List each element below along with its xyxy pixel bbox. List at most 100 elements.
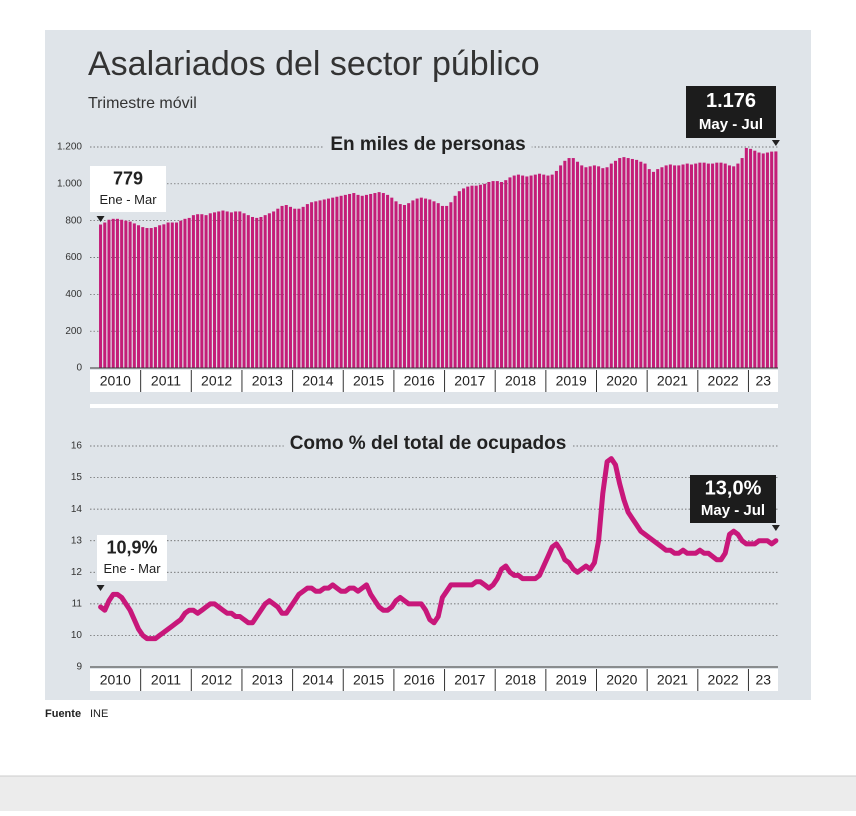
bar — [111, 218, 115, 368]
bar — [318, 200, 322, 368]
bar — [508, 177, 512, 368]
chart-subtitle: En miles de personas — [330, 134, 525, 155]
annotation-box — [690, 475, 776, 523]
x-tick-label: 2022 — [708, 672, 739, 688]
y-tick-label: 12 — [71, 567, 83, 578]
bar — [529, 175, 533, 368]
bottom-bar — [0, 776, 856, 811]
bar — [618, 158, 622, 368]
bar — [153, 227, 157, 368]
year-band — [191, 669, 242, 691]
x-tick-label: 2013 — [252, 373, 283, 389]
bar — [99, 224, 103, 368]
bar — [267, 213, 271, 368]
bar — [744, 147, 748, 368]
bar — [343, 194, 347, 368]
y-tick-label: 14 — [71, 504, 83, 515]
y-tick-label: 16 — [71, 441, 83, 452]
bar — [457, 191, 461, 368]
bar — [419, 197, 423, 368]
bar — [145, 228, 149, 368]
bar — [170, 222, 174, 368]
year-band — [495, 669, 546, 691]
bar — [546, 175, 550, 368]
bar — [297, 208, 301, 368]
annotation-box — [686, 86, 776, 138]
bar — [483, 183, 487, 368]
year-band — [191, 370, 242, 392]
bar — [432, 201, 436, 368]
bar — [390, 197, 394, 368]
bar — [466, 186, 470, 368]
x-tick-label: 2017 — [454, 672, 485, 688]
bar — [352, 193, 356, 368]
bar — [677, 165, 681, 368]
x-tick-label: 2020 — [606, 373, 637, 389]
data-line — [98, 456, 779, 642]
bar — [542, 174, 546, 368]
bar — [689, 164, 693, 368]
bar — [301, 206, 305, 368]
bar — [770, 151, 774, 368]
main-title: Asalariados del sector público — [88, 45, 540, 83]
bar — [753, 150, 757, 368]
bar — [196, 214, 200, 368]
bar — [685, 163, 689, 368]
bar — [533, 174, 537, 368]
x-tick-label: 2018 — [505, 373, 536, 389]
annotation-period: Ene - Mar — [99, 192, 157, 207]
x-tick-label: 2019 — [556, 672, 587, 688]
bar — [449, 202, 453, 368]
bar — [512, 175, 516, 368]
x-tick-label: 2016 — [404, 672, 435, 688]
year-band — [241, 669, 293, 691]
bar — [749, 148, 753, 368]
bar — [491, 181, 495, 368]
bar — [369, 193, 373, 368]
bar — [445, 205, 449, 368]
bar — [478, 184, 482, 368]
bar — [191, 215, 195, 368]
x-tick-label: 2016 — [404, 373, 435, 389]
bar — [310, 202, 314, 368]
bar — [681, 164, 685, 368]
annotation-period: May - Jul — [699, 116, 763, 133]
bar — [440, 205, 444, 368]
year-band — [444, 370, 496, 392]
bar — [411, 200, 415, 368]
bar — [597, 166, 601, 368]
bar — [516, 174, 520, 368]
year-band — [140, 370, 192, 392]
bar — [538, 173, 542, 368]
x-tick-label: 2014 — [302, 373, 333, 389]
annotation-marker — [771, 525, 780, 531]
bar — [339, 195, 343, 368]
bar — [647, 169, 651, 368]
chart-subtitle: Como % del total de ocupados — [290, 433, 567, 454]
bar — [462, 188, 466, 368]
bar — [331, 197, 335, 368]
year-band — [748, 370, 778, 392]
bar — [436, 203, 440, 368]
bar — [335, 196, 339, 368]
bar — [698, 162, 702, 368]
bar — [715, 162, 719, 368]
bar — [314, 201, 318, 368]
year-band — [292, 370, 344, 392]
bar — [626, 158, 630, 368]
bar — [386, 194, 390, 368]
bar — [149, 228, 153, 368]
bar — [563, 160, 567, 368]
x-tick-label: 2012 — [201, 373, 232, 389]
bar — [694, 163, 698, 368]
bar — [521, 175, 525, 368]
y-tick-label: 0 — [76, 363, 82, 374]
bar — [757, 152, 761, 368]
annotation-value: 1.176 — [706, 90, 756, 112]
bar — [377, 192, 381, 368]
bar — [702, 162, 706, 368]
bar — [120, 219, 124, 368]
x-tick-label: 2014 — [302, 672, 333, 688]
annotation-value: 779 — [113, 169, 143, 189]
bar — [575, 161, 580, 368]
